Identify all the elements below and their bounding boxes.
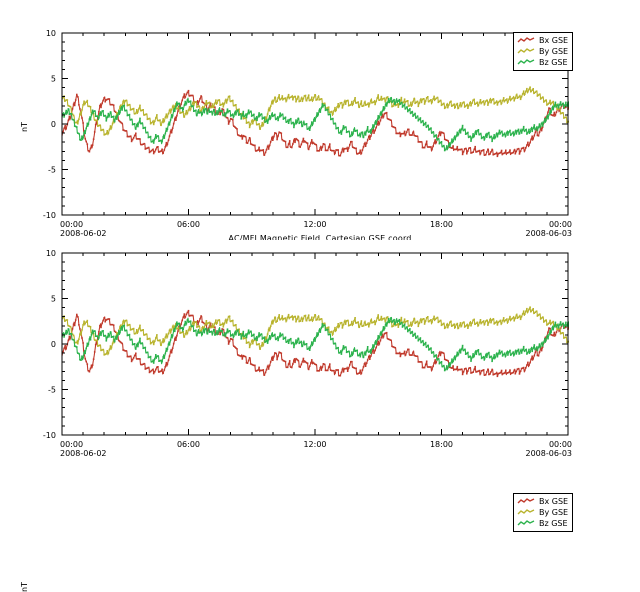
plot-panel-top: AC/MFI Magnetic Field, Cartesian GSE coo… (0, 0, 640, 240)
y-tick-label: -5 (48, 166, 56, 175)
legend-line-swatch-bz (517, 520, 535, 526)
legend-line-swatch-bx (517, 37, 535, 43)
legend-label-bz: Bz GSE (539, 58, 568, 67)
legend-line-swatch-bx (517, 498, 535, 504)
y-tick-label: 0 (51, 120, 56, 129)
y-tick-label: -10 (43, 211, 56, 220)
data-series-bz (61, 316, 577, 372)
y-axis-label-top: nT (20, 122, 29, 132)
x-tick-date-label: 2008-06-02 (60, 229, 107, 238)
legend-item-bx: Bx GSE (517, 496, 568, 507)
x-tick-time-label: 12:00 (303, 440, 326, 449)
plot-panel-bottom: AC/MFI Magnetic Field, Cartesian GSE coo… (0, 234, 640, 592)
legend-item-bz: Bz GSE (517, 57, 568, 68)
legend-bottom: Bx GSE By GSE Bz GSE (513, 493, 574, 532)
legend-label-by: By GSE (539, 508, 569, 517)
x-tick-date-label: 2008-06-03 (526, 229, 573, 238)
legend-line-swatch-bz (517, 59, 535, 65)
x-tick-time-label: 06:00 (177, 440, 200, 449)
legend-item-bx: Bx GSE (517, 35, 568, 46)
y-tick-label: 5 (51, 75, 56, 84)
x-tick-time-label: 00:00 (60, 220, 83, 229)
x-tick-time-label: 12:00 (303, 220, 326, 229)
x-tick-time-label: 18:00 (430, 220, 453, 229)
x-tick-time-label: 00:00 (549, 440, 572, 449)
y-tick-label: 5 (51, 295, 56, 304)
y-tick-label: -5 (48, 386, 56, 395)
x-tick-time-label: 18:00 (430, 440, 453, 449)
legend-label-by: By GSE (539, 47, 569, 56)
y-tick-label: 0 (51, 340, 56, 349)
data-markers-bz (0, 97, 577, 152)
legend-label-bz: Bz GSE (539, 519, 568, 528)
legend-line-swatch-by (517, 48, 535, 54)
x-tick-date-label: 2008-06-03 (526, 449, 573, 458)
y-tick-label: 10 (46, 249, 56, 258)
panel-title-bottom: AC/MFI Magnetic Field, Cartesian GSE coo… (228, 234, 412, 243)
legend-line-swatch-by (517, 509, 535, 515)
x-tick-time-label: 06:00 (177, 220, 200, 229)
legend-label-bx: Bx GSE (539, 497, 569, 506)
x-tick-time-label: 00:00 (549, 220, 572, 229)
legend-item-by: By GSE (517, 507, 568, 518)
y-tick-label: 10 (46, 29, 56, 38)
y-axis-label-bottom: nT (20, 582, 29, 592)
legend-label-bx: Bx GSE (539, 36, 569, 45)
x-tick-date-label: 2008-06-02 (60, 449, 107, 458)
legend-top: Bx GSE By GSE Bz GSE (513, 32, 574, 71)
x-tick-time-label: 00:00 (60, 440, 83, 449)
y-tick-label: -10 (43, 431, 56, 440)
data-markers-bx (0, 89, 579, 158)
legend-item-by: By GSE (517, 46, 568, 57)
data-series-bz (61, 96, 577, 152)
legend-item-bz: Bz GSE (517, 518, 568, 529)
